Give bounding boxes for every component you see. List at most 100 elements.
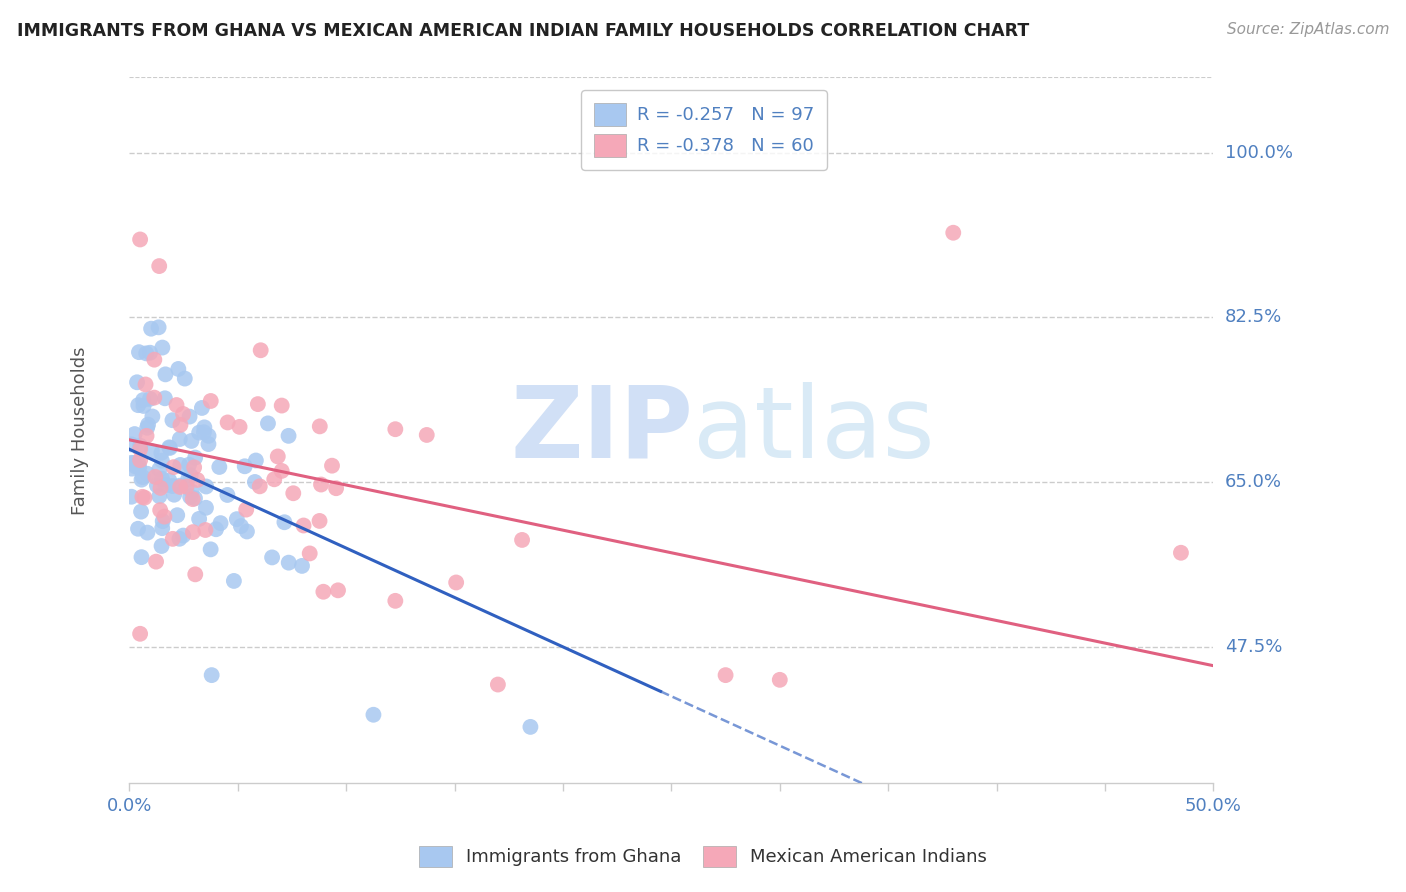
Point (134, 491, 156, 505)
Point (132, 393, 155, 408)
Point (262, 550, 284, 565)
Point (135, 346, 157, 360)
Point (326, 583, 349, 598)
Point (148, 320, 170, 334)
Point (769, 673, 792, 687)
Point (228, 420, 250, 434)
Point (166, 508, 188, 523)
Point (121, 461, 143, 475)
Point (188, 425, 211, 440)
Point (143, 470, 166, 484)
Point (141, 444, 163, 458)
Point (384, 594, 406, 608)
Point (277, 556, 299, 570)
Point (169, 432, 191, 446)
Point (129, 505, 152, 519)
Point (169, 479, 191, 493)
Point (169, 458, 191, 472)
Point (205, 522, 228, 536)
Point (162, 413, 184, 427)
Point (122, 456, 145, 470)
Point (222, 574, 245, 588)
Point (194, 523, 217, 537)
Point (128, 460, 150, 475)
Point (159, 441, 181, 455)
Point (194, 500, 217, 515)
Point (139, 321, 162, 335)
Point (184, 491, 207, 506)
Point (150, 521, 173, 535)
Point (283, 486, 305, 500)
Point (148, 462, 170, 476)
Point (172, 528, 194, 542)
Point (148, 489, 170, 503)
Point (201, 668, 224, 682)
Point (167, 362, 190, 376)
Legend: Immigrants from Ghana, Mexican American Indians: Immigrants from Ghana, Mexican American … (412, 838, 994, 874)
Point (128, 457, 150, 471)
Point (136, 525, 159, 540)
Point (120, 456, 142, 470)
Point (1170, 546, 1192, 560)
Point (209, 516, 232, 530)
Point (155, 478, 177, 492)
Point (148, 259, 170, 273)
Text: 47.5%: 47.5% (1225, 638, 1282, 656)
Point (309, 477, 332, 491)
Text: Family Households: Family Households (72, 346, 90, 515)
Point (444, 575, 467, 590)
Point (131, 550, 153, 565)
Point (169, 417, 191, 432)
Point (510, 533, 533, 547)
Text: atlas: atlas (693, 382, 935, 479)
Point (180, 434, 202, 448)
Point (193, 425, 215, 440)
Point (263, 472, 285, 486)
Point (308, 514, 330, 528)
Point (277, 429, 299, 443)
Point (519, 720, 541, 734)
Point (131, 490, 153, 504)
Point (186, 473, 208, 487)
Point (270, 399, 292, 413)
Point (173, 371, 195, 385)
Point (184, 450, 207, 465)
Point (714, 668, 737, 682)
Point (273, 515, 295, 529)
Point (136, 467, 159, 481)
Point (246, 397, 269, 411)
Point (135, 377, 157, 392)
Point (162, 460, 184, 475)
Point (188, 512, 211, 526)
Point (150, 472, 173, 486)
Point (181, 525, 204, 540)
Point (321, 458, 343, 473)
Point (166, 398, 188, 412)
Point (129, 232, 152, 246)
Point (163, 488, 186, 502)
Point (208, 460, 231, 475)
Point (157, 474, 180, 488)
Point (135, 429, 157, 443)
Point (183, 460, 205, 475)
Point (146, 478, 169, 492)
Point (150, 446, 173, 460)
Point (384, 422, 406, 436)
Text: 100.0%: 100.0% (1225, 144, 1292, 161)
Point (249, 343, 271, 358)
Point (139, 345, 162, 359)
Point (217, 488, 239, 502)
Point (153, 509, 176, 524)
Text: 65.0%: 65.0% (1225, 473, 1282, 491)
Point (143, 352, 166, 367)
Point (292, 518, 315, 533)
Point (195, 479, 218, 493)
Point (267, 450, 290, 464)
Text: 82.5%: 82.5% (1225, 309, 1282, 326)
Point (124, 427, 146, 442)
Point (177, 458, 200, 472)
Point (179, 490, 201, 504)
Point (141, 409, 163, 424)
Point (128, 345, 150, 359)
Point (172, 407, 194, 421)
